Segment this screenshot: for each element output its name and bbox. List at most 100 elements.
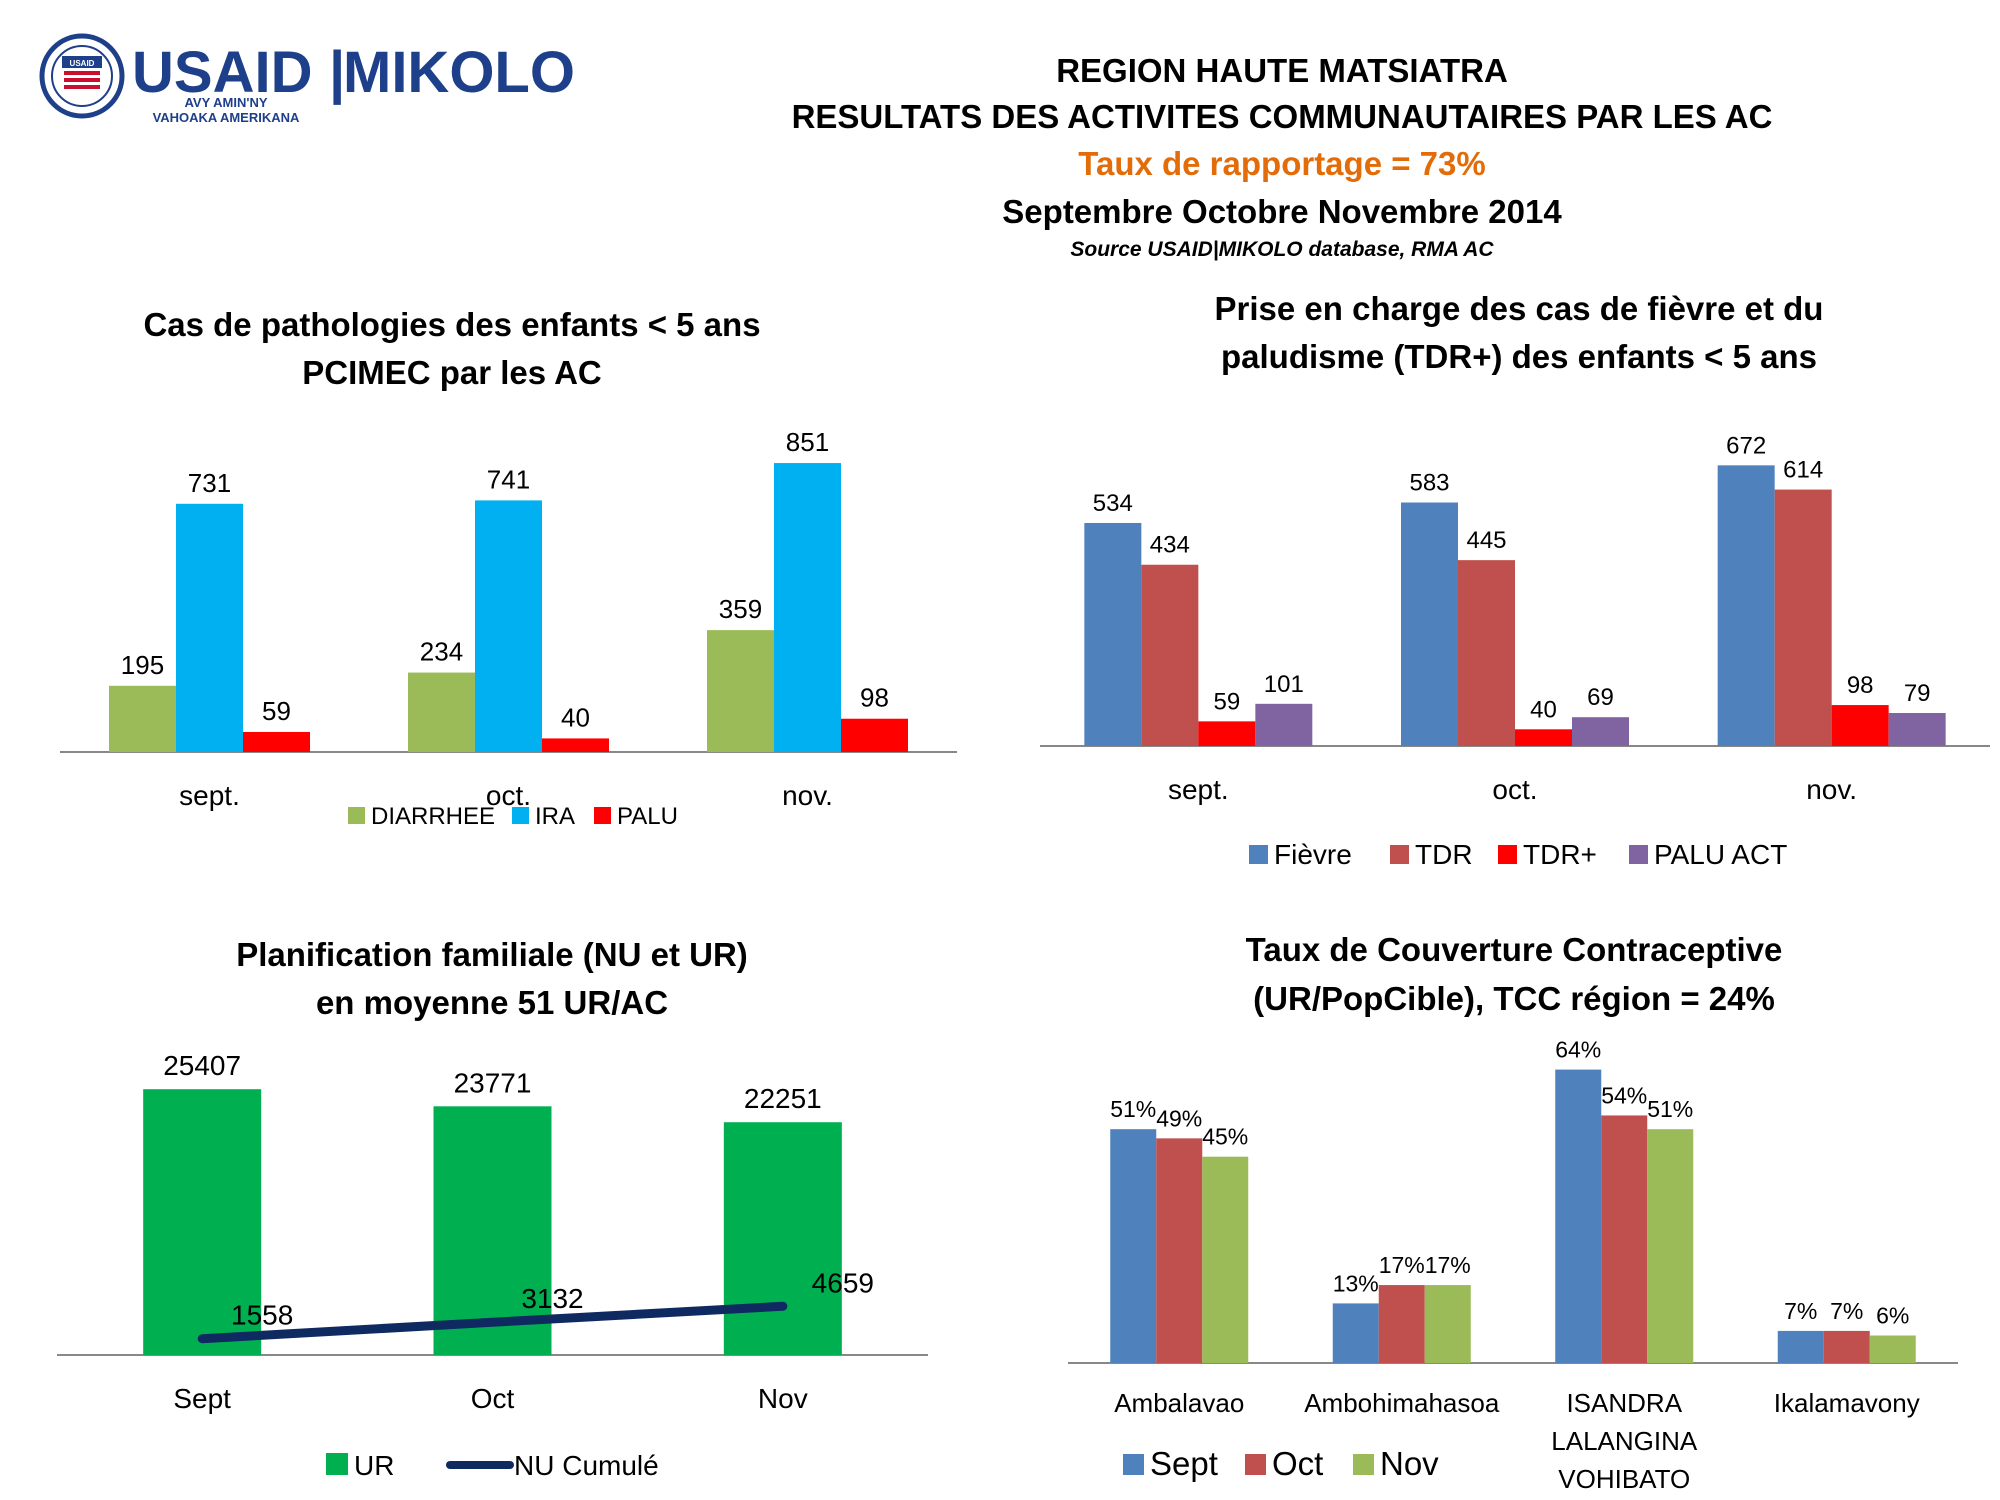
data-label: 23771	[454, 1067, 532, 1098]
category-label: Ikalamavony	[1774, 1388, 1920, 1418]
bar	[707, 630, 774, 752]
header-period: Septembre Octobre Novembre 2014	[1002, 193, 1562, 230]
header-reporting-rate: Taux de rapportage = 73%	[1078, 145, 1485, 182]
legend-swatch	[1123, 1454, 1144, 1475]
chart-title: Taux de Couverture Contraceptive	[1246, 931, 1783, 968]
legend-swatch	[594, 807, 611, 824]
data-label: 98	[860, 683, 889, 713]
header-results: RESULTATS DES ACTIVITES COMMUNAUTAIRES P…	[792, 98, 1773, 135]
legend-label: UR	[354, 1450, 394, 1481]
bar	[1458, 560, 1515, 746]
bar	[1141, 564, 1199, 746]
bar	[243, 731, 310, 752]
bar	[1717, 465, 1775, 746]
data-label: 40	[1530, 696, 1557, 723]
header-source: Source USAID|MIKOLO database, RMA AC	[1070, 238, 1494, 261]
header-region: REGION HAUTE MATSIATRA	[1056, 52, 1508, 89]
category-label: nov.	[1806, 774, 1857, 805]
logo-tagline-1: AVY AMIN'NY	[184, 95, 267, 110]
logo-tagline-2: VAHOAKA AMERIKANA	[153, 110, 300, 125]
data-label: 22251	[744, 1083, 822, 1114]
data-label: 59	[262, 696, 291, 726]
legend-swatch	[348, 807, 365, 824]
category-label: oct.	[1492, 774, 1537, 805]
bar	[1647, 1129, 1694, 1363]
category-label: Ambohimahasoa	[1304, 1388, 1500, 1418]
bar	[109, 685, 176, 752]
legend-swatch	[512, 807, 529, 824]
bar	[1378, 1285, 1425, 1363]
data-label: 6%	[1876, 1302, 1909, 1328]
category-label: Ambalavao	[1114, 1388, 1244, 1418]
data-label: 851	[786, 427, 829, 457]
category-label: nov.	[782, 780, 833, 811]
category-label: ISANDRA	[1566, 1388, 1682, 1418]
category-label: oct.	[486, 780, 531, 811]
legend-swatch	[326, 1453, 348, 1475]
bar	[1110, 1129, 1157, 1363]
bar	[1823, 1330, 1870, 1363]
bar	[542, 738, 609, 752]
data-label: 731	[188, 468, 231, 498]
charts-layer: Cas de pathologies des enfants < 5 ans PC…	[57, 290, 1990, 1494]
legend-label: IRA	[535, 803, 575, 830]
bar	[1777, 1330, 1824, 1363]
bar	[841, 718, 908, 752]
bar	[1888, 713, 1946, 746]
legend-label: PALU ACT	[1654, 839, 1787, 870]
legend-label: TDR+	[1523, 839, 1597, 870]
data-label: 234	[420, 637, 463, 667]
data-label: 445	[1466, 527, 1506, 554]
legend-label: Oct	[1272, 1445, 1323, 1482]
bar	[1198, 721, 1256, 746]
line-data-label: 3132	[521, 1283, 583, 1314]
bar	[475, 500, 542, 752]
bar	[723, 1122, 842, 1355]
bar	[1572, 717, 1629, 746]
usaid-logo: USAID USAID | MIKOLO AVY AMIN'NY VAHOAKA…	[39, 33, 575, 125]
bar	[433, 1106, 552, 1355]
bar	[143, 1089, 262, 1355]
legend-swatch	[1249, 845, 1268, 864]
bar	[1774, 489, 1832, 746]
data-label: 13%	[1333, 1270, 1379, 1296]
data-label: 17%	[1379, 1252, 1425, 1278]
report-header: REGION HAUTE MATSIATRA RESULTATS DES ACT…	[792, 52, 1773, 261]
data-label: 49%	[1156, 1105, 1202, 1131]
legend-label: Sept	[1150, 1445, 1218, 1482]
category-label: Oct	[471, 1383, 515, 1414]
data-label: 51%	[1647, 1096, 1693, 1122]
legend-label: PALU	[617, 803, 678, 830]
bar	[1831, 705, 1889, 746]
bar	[1202, 1156, 1249, 1363]
chart-fievre: Prise en charge des cas de fièvre et du p…	[1040, 290, 1990, 870]
data-label: 614	[1783, 457, 1823, 484]
bar	[1255, 703, 1313, 746]
data-label: 51%	[1110, 1096, 1156, 1122]
bar	[1424, 1285, 1471, 1363]
data-label: 583	[1409, 470, 1449, 497]
category-label: Nov	[758, 1383, 808, 1414]
legend-label: NU Cumulé	[514, 1450, 659, 1481]
data-label: 17%	[1425, 1252, 1471, 1278]
line-data-label: 4659	[812, 1267, 874, 1298]
logo-brand: USAID	[132, 40, 312, 105]
data-label: 79	[1904, 680, 1931, 707]
usaid-seal-icon: USAID	[39, 33, 125, 119]
data-label: 59	[1213, 688, 1240, 715]
legend-label: DIARRHEE	[371, 803, 495, 830]
category-label: VOHIBATO	[1558, 1464, 1690, 1494]
legend-swatch	[1390, 845, 1409, 864]
bar	[774, 463, 841, 752]
legend-swatch	[1353, 1454, 1374, 1475]
legend-swatch	[1498, 845, 1517, 864]
legend-label: Nov	[1380, 1445, 1439, 1482]
data-label: 534	[1093, 490, 1133, 517]
data-label: 195	[121, 650, 164, 680]
category-label: Sept	[173, 1383, 231, 1414]
logo-program: MIKOLO	[343, 40, 575, 105]
data-label: 7%	[1784, 1298, 1817, 1324]
bar	[1869, 1335, 1916, 1363]
logo-separator: |	[329, 40, 345, 105]
chart-tcc: Taux de Couverture Contraceptive (UR/PopC…	[1068, 931, 1958, 1494]
